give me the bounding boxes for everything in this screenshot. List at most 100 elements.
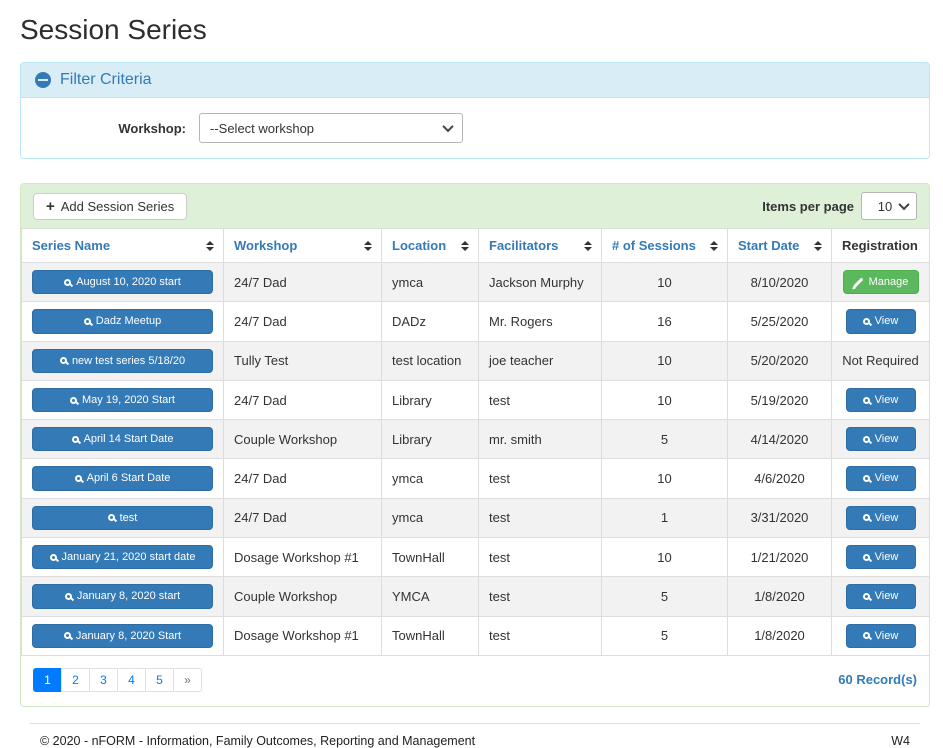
view-button[interactable]: View	[845, 584, 916, 609]
facilitators-cell: test	[478, 379, 602, 421]
column-header-start-date[interactable]: Start Date	[727, 228, 832, 263]
page-button-3[interactable]: 3	[89, 667, 118, 692]
facilitators-cell: test	[478, 458, 602, 499]
series-name-button[interactable]: January 8, 2020 start	[32, 584, 213, 609]
series-name-button[interactable]: August 10, 2020 start	[32, 270, 213, 295]
facilitators-cell: test	[478, 497, 602, 539]
series-name-button[interactable]: April 14 Start Date	[32, 427, 213, 452]
page-button-4[interactable]: 4	[117, 667, 146, 692]
view-button[interactable]: View	[845, 309, 916, 334]
registration-cell: Not Required	[831, 340, 929, 381]
page-button-5[interactable]: 5	[145, 667, 174, 692]
column-header-location[interactable]: Location	[381, 228, 479, 263]
column-header-series-name[interactable]: Series Name	[21, 228, 224, 263]
search-icon	[64, 278, 72, 286]
sessions-count-cell: 1	[601, 497, 728, 539]
registration-button-label: View	[874, 433, 899, 446]
series-name-label: April 6 Start Date	[86, 472, 171, 485]
series-name-button[interactable]: January 21, 2020 start date	[32, 545, 213, 570]
chevron-down-icon	[898, 198, 910, 211]
registration-cell: View	[831, 497, 929, 539]
table-row: April 6 Start Date 24/7 Dad ymca test 10 4/6/…	[21, 458, 929, 499]
version-label: W4	[891, 733, 910, 748]
start-date-cell: 5/19/2020	[727, 379, 832, 421]
workshop-select[interactable]: --Select workshop	[199, 113, 463, 143]
start-date-cell: 4/14/2020	[727, 419, 832, 460]
sessions-count-cell: 10	[601, 261, 728, 303]
search-icon	[64, 593, 72, 601]
filter-panel: Filter Criteria Workshop: --Select works…	[20, 62, 930, 159]
view-button[interactable]: View	[845, 387, 916, 413]
sort-icon[interactable]	[814, 240, 822, 251]
series-name-button[interactable]: new test series 5/18/20	[32, 348, 213, 373]
location-cell: test location	[381, 340, 479, 381]
series-name-label: January 8, 2020 Start	[75, 629, 182, 642]
series-name-button[interactable]: May 19, 2020 Start	[32, 387, 213, 413]
start-date-cell: 1/8/2020	[727, 576, 832, 617]
sort-icon[interactable]	[710, 240, 718, 251]
view-button[interactable]: View	[845, 545, 916, 570]
add-session-series-label: Add Session Series	[60, 198, 175, 214]
registration-cell: View	[831, 537, 929, 578]
start-date-cell: 5/25/2020	[727, 301, 832, 342]
registration-button-label: View	[874, 551, 899, 564]
items-per-page-label: Items per page	[762, 198, 854, 214]
filter-panel-header[interactable]: Filter Criteria	[21, 63, 929, 98]
start-date-cell: 8/10/2020	[727, 261, 832, 303]
pencil-icon	[853, 277, 864, 288]
page-button-1[interactable]: 1	[33, 667, 62, 692]
column-header-of-sessions[interactable]: # of Sessions	[601, 228, 728, 263]
view-button[interactable]: View	[845, 466, 916, 491]
facilitators-cell: Jackson Murphy	[478, 261, 602, 303]
series-name-button[interactable]: April 6 Start Date	[32, 466, 213, 491]
search-icon	[862, 396, 870, 404]
site-footer: © 2020 - nFORM - Information, Family Out…	[30, 722, 920, 748]
facilitators-cell: test	[478, 615, 602, 656]
search-icon	[862, 593, 870, 601]
filter-panel-body: Workshop: --Select workshop	[21, 98, 929, 158]
column-header-workshop[interactable]: Workshop	[223, 228, 382, 263]
column-header-facilitators[interactable]: Facilitators	[478, 228, 602, 263]
sort-icon[interactable]	[584, 240, 592, 251]
series-name-label: test	[119, 511, 138, 524]
record-count: 60 Record(s)	[838, 671, 917, 687]
view-button[interactable]: View	[845, 427, 916, 452]
location-cell: Library	[381, 419, 479, 460]
items-per-page: Items per page 10	[762, 192, 917, 220]
workshop-cell: Dosage Workshop #1	[223, 615, 382, 656]
workshop-cell: Tully Test	[223, 340, 382, 381]
series-name-button[interactable]: test	[32, 505, 213, 531]
next-page-button[interactable]: »	[173, 667, 202, 692]
manage-button[interactable]: Manage	[842, 270, 919, 295]
registration-cell: Manage	[831, 261, 929, 303]
view-button[interactable]: View	[845, 623, 916, 648]
table-row: April 14 Start Date Couple Workshop Librar…	[21, 419, 929, 460]
column-header-label: Start Date	[738, 238, 800, 253]
workshop-select-value: --Select workshop	[210, 120, 315, 136]
workshop-cell: 24/7 Dad	[223, 379, 382, 421]
sort-icon[interactable]	[364, 240, 372, 251]
copyright-text: © 2020 - nFORM - Information, Family Out…	[40, 733, 476, 748]
table-row: January 8, 2020 Start Dosage Workshop #1 T…	[21, 615, 929, 656]
items-per-page-select[interactable]: 10	[861, 192, 917, 220]
sessions-count-cell: 10	[601, 537, 728, 578]
table-row: new test series 5/18/20 Tully Test test lo…	[21, 340, 929, 381]
search-icon	[63, 632, 71, 640]
column-header-label: Location	[392, 238, 447, 253]
view-button[interactable]: View	[845, 505, 916, 531]
facilitators-cell: joe teacher	[478, 340, 602, 381]
series-name-button[interactable]: Dadz Meetup	[32, 309, 213, 334]
table-footer: 1 2 3 4 5» 60 Record(s)	[21, 655, 929, 706]
series-name-button[interactable]: January 8, 2020 Start	[32, 623, 213, 648]
sort-icon[interactable]	[461, 240, 469, 251]
location-cell: ymca	[381, 458, 479, 499]
registration-button-label: View	[874, 472, 899, 485]
column-header-label: # of Sessions	[612, 238, 696, 253]
add-session-series-button[interactable]: Add Session Series	[33, 192, 188, 220]
sort-icon[interactable]	[206, 240, 214, 251]
facilitators-cell: test	[478, 576, 602, 617]
registration-button-label: Manage	[868, 276, 909, 288]
page-button-2[interactable]: 2	[61, 667, 90, 692]
facilitators-cell: Mr. Rogers	[478, 301, 602, 342]
location-cell: DADz	[381, 301, 479, 342]
